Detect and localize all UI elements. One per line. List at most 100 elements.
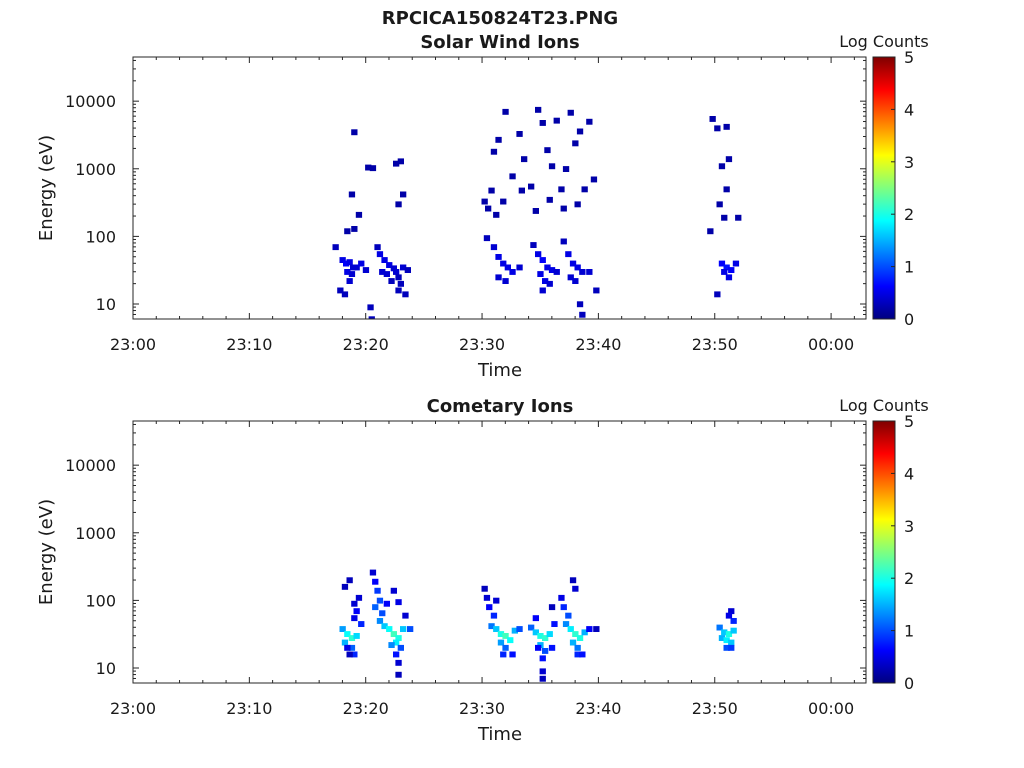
heatmap-cell <box>509 173 516 180</box>
heatmap-cell <box>395 599 402 606</box>
x-tick-label: 23:20 <box>343 699 389 718</box>
heatmap-cell <box>393 651 400 658</box>
heatmap-cell <box>374 587 381 594</box>
heatmap-cell <box>535 251 542 258</box>
heatmap-cell <box>372 578 379 585</box>
heatmap-cell <box>553 117 560 124</box>
heatmap-cell <box>339 257 346 263</box>
x-tick-label: 23:10 <box>226 699 272 718</box>
heatmap-cell <box>728 267 735 273</box>
heatmap-cell <box>565 612 572 619</box>
heatmap-cell <box>495 136 502 143</box>
heatmap-cell <box>548 267 556 273</box>
heatmap-cell <box>481 585 488 592</box>
heatmap-cell <box>486 604 493 611</box>
heatmap-cell <box>532 615 539 622</box>
heatmap-cell <box>530 242 537 248</box>
heatmap-cell <box>528 183 535 190</box>
heatmap-cell <box>528 624 535 631</box>
heatmap-cell <box>395 635 402 641</box>
heatmap-cell <box>397 644 404 651</box>
heatmap-cell <box>400 191 407 198</box>
solar-wind-ions-panel: Solar Wind Ions 23:00 23:10 23:20 23:30 23:40… <box>36 32 929 381</box>
heatmap-cell <box>546 631 553 637</box>
heatmap-cell <box>367 304 374 311</box>
heatmap-cell <box>537 633 544 639</box>
heatmap-cell <box>343 260 350 267</box>
heatmap-cell <box>341 583 349 590</box>
heatmap-cell <box>721 629 728 636</box>
heatmap-cell <box>495 254 502 260</box>
heatmap-cell <box>379 269 386 275</box>
heatmap-cell <box>502 633 509 639</box>
heatmap-cell <box>532 629 539 636</box>
heatmap-cell <box>560 238 567 245</box>
heatmap-cell <box>353 633 360 639</box>
heatmap-cell <box>348 191 356 198</box>
y-tick-label: 100 <box>85 591 116 610</box>
heatmap-cell <box>374 244 381 251</box>
colorbar-tick-label: 5 <box>904 48 914 67</box>
heatmap-cell <box>714 125 721 132</box>
heatmap-cell <box>567 109 574 116</box>
heatmap-cell <box>395 659 402 666</box>
y-axis-label: Energy (eV) <box>36 135 57 241</box>
heatmap-cell <box>567 626 574 632</box>
heatmap-cell <box>586 626 593 632</box>
heatmap-cell <box>493 626 500 632</box>
heatmap-cell <box>716 201 723 208</box>
heatmap-cell <box>516 626 523 632</box>
heatmap-cell <box>383 600 390 607</box>
heatmap-cell <box>344 644 351 651</box>
heatmap-cell <box>586 118 593 125</box>
heatmap-cell <box>485 205 492 212</box>
heatmap-cell <box>716 624 723 631</box>
heatmap-cell <box>725 156 733 163</box>
heatmap-cell <box>721 214 728 221</box>
heatmap-cell <box>546 280 553 287</box>
heatmap-cell <box>395 287 402 294</box>
y-tick-label: 10 <box>96 295 116 314</box>
heatmap-cell <box>369 165 377 172</box>
heatmap-cell <box>483 594 491 601</box>
heatmap-cell <box>400 264 407 271</box>
heatmap-cell <box>348 635 356 641</box>
heatmap-cell <box>572 278 579 284</box>
x-tick-label: 23:30 <box>459 699 505 718</box>
heatmap-cell <box>509 269 516 275</box>
heatmap-cell <box>337 287 344 294</box>
heatmap-cell <box>365 164 372 171</box>
heatmap-cell <box>560 205 567 212</box>
plot-frame <box>132 56 867 320</box>
heatmap-cell <box>586 269 593 275</box>
panel-title: Solar Wind Ions <box>420 32 579 53</box>
x-tick-label: 23:50 <box>692 335 738 354</box>
heatmap-cell <box>353 264 360 271</box>
heatmap-cell <box>346 259 353 266</box>
heatmap-cell <box>490 148 498 155</box>
heatmap-cell <box>572 140 579 147</box>
colorbar <box>872 56 896 320</box>
heatmap-cell <box>707 228 714 235</box>
heatmap-cell <box>502 644 509 651</box>
y-tick-label: 10000 <box>65 456 116 475</box>
heatmap-cell <box>393 269 400 275</box>
heatmap-cell <box>390 265 397 272</box>
heatmap-cell <box>351 651 358 658</box>
heatmap-cell <box>565 251 572 258</box>
heatmap-cell <box>735 214 742 221</box>
heatmap-cell <box>348 644 356 651</box>
heatmap-cell <box>581 629 588 636</box>
x-tick-label: 23:10 <box>226 335 272 354</box>
x-axis-label: Time <box>477 724 522 745</box>
heatmap-cell <box>709 116 716 122</box>
heatmap-cell <box>386 262 393 268</box>
x-axis-label: Time <box>477 360 522 381</box>
heatmap-cell <box>542 648 549 654</box>
colorbar-tick-label: 2 <box>904 205 914 224</box>
colorbar-tick-label: 0 <box>904 310 914 329</box>
heatmap-cell <box>723 637 730 644</box>
heatmap-cell <box>500 260 507 267</box>
figure-title: RPCICA150824T23.PNG <box>382 8 618 29</box>
